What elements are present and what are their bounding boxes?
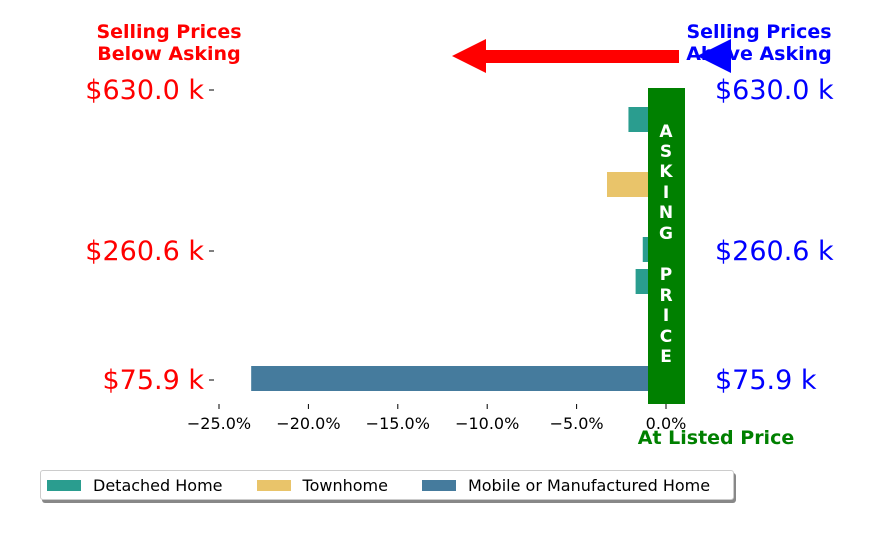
legend-label-mobile: Mobile or Manufactured Home xyxy=(467,475,711,495)
x-axis: −25.0% −20.0% −15.0% −10.0% −5.0% 0.0% xyxy=(187,404,686,433)
at-listed-price-label: At Listed Price xyxy=(638,427,794,449)
asking-price-letter: P xyxy=(660,265,672,285)
y-tick-label-right: $75.9 k xyxy=(715,365,817,396)
legend-item-mobile: Mobile or Manufactured Home xyxy=(421,475,711,495)
y-tick-label-right: $260.6 k xyxy=(715,236,834,267)
y-tick-label-right: $630.0 k xyxy=(715,75,834,106)
below-asking-title-line2: Below Asking xyxy=(97,43,240,65)
legend-swatch-townhome xyxy=(256,479,291,491)
legend-swatch-mobile xyxy=(421,479,456,491)
asking-price-letter: G xyxy=(659,224,673,244)
legend-item-detached: Detached Home xyxy=(47,476,223,495)
asking-price-letter: K xyxy=(659,162,673,182)
asking-price-letter: A xyxy=(659,122,673,142)
asking-price-letter: E xyxy=(660,347,672,367)
asking-price-letter: S xyxy=(660,142,672,162)
legend-item-townhome: Townhome xyxy=(256,475,388,495)
asking-price-letter: C xyxy=(660,327,672,347)
above-arrow-icon xyxy=(697,39,731,73)
bar-9 xyxy=(251,366,666,391)
asking-price-bar xyxy=(648,88,685,404)
y-tick-label-left: $260.6 k xyxy=(85,236,204,267)
asking-price-letter: I xyxy=(663,183,669,203)
below-asking-title-line1: Selling Prices xyxy=(96,21,241,43)
legend: Detached Home Townhome Mobile or Manufac… xyxy=(40,470,734,500)
legend-swatch-detached xyxy=(47,479,81,491)
x-tick-label: −15.0% xyxy=(366,414,430,433)
x-tick-label: −10.0% xyxy=(455,414,519,433)
legend-label-detached: Detached Home xyxy=(93,475,223,495)
asking-price-letter: R xyxy=(659,286,672,306)
y-tick-label-left: $630.0 k xyxy=(85,75,204,106)
below-arrow-icon xyxy=(452,39,486,73)
asking-price-letter: N xyxy=(659,203,673,223)
x-tick-label: −25.0% xyxy=(187,414,251,433)
y-axis-labels: $630.0 k $630.0 k $260.6 k $260.6 k $75.9 k $… xyxy=(85,75,834,396)
asking-price-letter: I xyxy=(663,306,669,326)
legend-label-townhome: Townhome xyxy=(302,475,388,495)
x-tick-label: −20.0% xyxy=(276,414,340,433)
bars-layer xyxy=(251,107,668,391)
x-tick-label: 0.0% xyxy=(646,414,687,433)
above-asking-title-line1: Selling Prices xyxy=(686,21,831,43)
below-arrow-shaft xyxy=(486,50,679,63)
y-tick-label-left: $75.9 k xyxy=(102,365,204,396)
x-tick-label: −5.0% xyxy=(550,414,604,433)
